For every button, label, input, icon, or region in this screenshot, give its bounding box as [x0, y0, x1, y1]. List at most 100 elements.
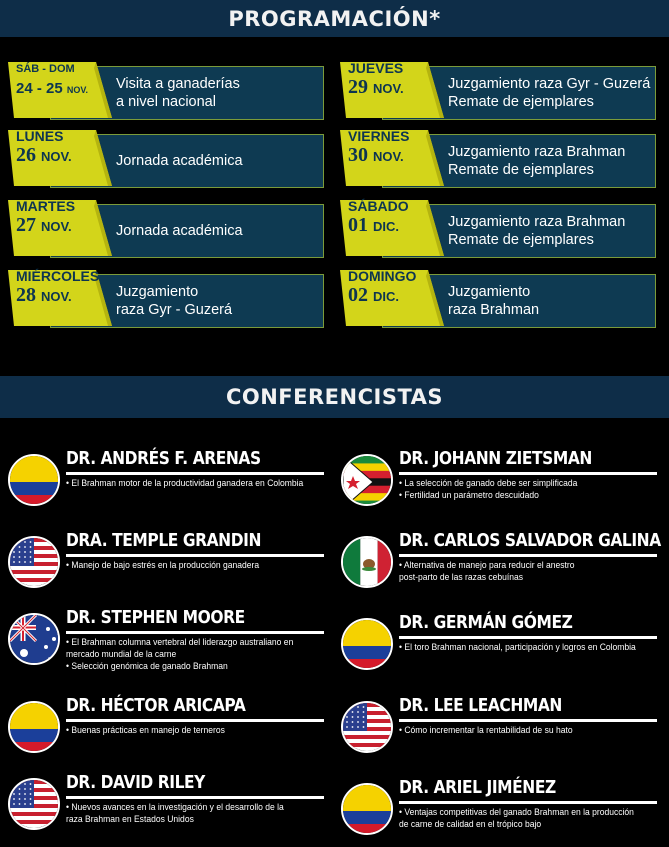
date-tag: MARTES 27 NOV.	[8, 196, 112, 256]
activity-line-1: Jornada académica	[116, 223, 243, 239]
speaker-name: DR. ANDRÉS F. ARENAS	[66, 448, 261, 469]
month-label: NOV.	[41, 149, 72, 164]
day-label: SÁBADO	[348, 198, 409, 214]
speaker-item: DR. ARIEL JIMÉNEZ • Ventajas competitivas…	[333, 777, 663, 847]
date-tag: DOMINGO 02 DIC.	[340, 266, 444, 326]
speaker-topics: • Nuevos avances en la investigación y e…	[66, 802, 302, 826]
speaker-item: DR. DAVID RILEY • Nuevos avances en la in…	[0, 772, 330, 842]
speaker-topics: • Alternativa de manejo para reducir el …	[399, 560, 635, 584]
schedule-item: DOMINGO 02 DIC. Juzgamiento raza Brahman	[340, 266, 660, 328]
schedule-item: SÁBADO 01 DIC. Juzgamiento raza Brahman Rem…	[340, 196, 660, 258]
activity-line-2: Remate de ejemplares	[448, 94, 594, 110]
speaker-topics: • El toro Brahman nacional, participació…	[399, 642, 636, 654]
speaker-item: DR. CARLOS SALVADOR GALINA • Alternativa …	[333, 530, 663, 600]
day-label: MIÉRCOLES	[16, 268, 100, 284]
date-tag: VIERNES 30 NOV.	[340, 126, 444, 186]
day-number-value: 30	[348, 144, 368, 166]
speaker-name: DRA. TEMPLE GRANDIN	[66, 530, 261, 551]
date-tag: LUNES 26 NOV.	[8, 126, 112, 186]
schedule-activity: Visita a ganaderías a nivel nacional	[116, 66, 324, 120]
speaker-topic: • El Brahman columna vertebral del lider…	[66, 637, 294, 648]
activity-line-1: Juzgamiento raza Brahman	[448, 144, 626, 160]
schedule-activity: Juzgamiento raza Gyr - Guzerá	[116, 274, 324, 328]
day-number-value: 01	[348, 214, 368, 236]
day-number: 26 NOV.	[16, 144, 72, 167]
month-label: DIC.	[373, 219, 399, 234]
divider	[399, 636, 657, 639]
day-label: MARTES	[16, 198, 76, 214]
colombia-flag-icon	[8, 701, 60, 753]
schedule-activity: Juzgamiento raza Brahman Remate de ejempl…	[448, 134, 656, 188]
schedule-item: MIÉRCOLES 28 NOV. Juzgamiento raza Gyr - Gu…	[8, 266, 328, 328]
speaker-name: DR. ARIEL JIMÉNEZ	[399, 777, 556, 798]
activity-line-2: raza Gyr - Guzerá	[116, 302, 233, 318]
schedule-activity: Juzgamiento raza Brahman	[448, 274, 656, 328]
day-number-value: 24 - 25	[16, 80, 63, 97]
day-label: DOMINGO	[348, 268, 417, 284]
speaker-topic: • Ventajas competitivas del ganado Brahm…	[399, 807, 634, 818]
schedule-item: MARTES 27 NOV. Jornada académica	[8, 196, 328, 258]
date-tag: SÁBADO 01 DIC.	[340, 196, 444, 256]
speaker-name: DR. HÉCTOR ARICAPA	[66, 695, 246, 716]
day-number: 28 NOV.	[16, 284, 72, 307]
activity-line-2: Remate de ejemplares	[448, 232, 594, 248]
date-tag: SÁB - DOM 24 - 25 NOV.	[8, 58, 112, 118]
divider	[66, 719, 324, 722]
speaker-name: DR. DAVID RILEY	[66, 772, 205, 793]
schedule-item: SÁB - DOM 24 - 25 NOV. Visita a ganaderías…	[8, 58, 328, 120]
day-number: 29 NOV.	[348, 76, 404, 99]
month-label: NOV.	[66, 85, 89, 95]
day-number: 27 NOV.	[16, 214, 72, 237]
divider	[66, 796, 324, 799]
month-label: NOV.	[373, 81, 404, 96]
date-tag: JUEVES 29 NOV.	[340, 58, 444, 118]
activity-line-1: Jornada académica	[116, 153, 243, 169]
day-number-value: 26	[16, 144, 36, 166]
speaker-name: DR. STEPHEN MOORE	[66, 607, 245, 628]
day-number: 01 DIC.	[348, 214, 399, 237]
divider	[399, 719, 657, 722]
speaker-name: DR. CARLOS SALVADOR GALINA	[399, 530, 661, 551]
day-number: 30 NOV.	[348, 144, 404, 167]
speaker-topic: post-parto de las razas cebuínas	[399, 572, 524, 583]
conferencistas-header: CONFERENCISTAS	[0, 376, 669, 418]
activity-line-2: Remate de ejemplares	[448, 162, 594, 178]
speaker-item: DRA. TEMPLE GRANDIN • Manejo de bajo estr…	[0, 530, 330, 600]
day-label: VIERNES	[348, 128, 410, 144]
colombia-flag-icon	[341, 618, 393, 670]
divider	[399, 554, 657, 557]
speaker-topics: • Manejo de bajo estrés en la producción…	[66, 560, 302, 572]
schedule-item: VIERNES 30 NOV. Juzgamiento raza Brahman Re…	[340, 126, 660, 188]
programacion-header: PROGRAMACIÓN*	[0, 0, 669, 37]
day-label: SÁB - DOM	[16, 63, 75, 75]
day-number: 24 - 25 NOV.	[16, 80, 88, 97]
speaker-topics: • Ventajas competitivas del ganado Brahm…	[399, 807, 635, 831]
day-label: JUEVES	[348, 60, 404, 76]
speaker-item: DR. LEE LEACHMAN • Cómo incrementar la re…	[333, 695, 663, 765]
month-label: NOV.	[373, 149, 404, 164]
activity-line-1: Visita a ganaderías	[116, 76, 240, 92]
speaker-item: DR. ANDRÉS F. ARENAS • El Brahman motor d…	[0, 448, 330, 518]
speaker-topic: • Selección genómica de ganado Brahman	[66, 661, 228, 672]
divider	[66, 554, 324, 557]
speaker-name: DR. JOHANN ZIETSMAN	[399, 448, 592, 469]
activity-line-1: Juzgamiento raza Gyr - Guzerá	[448, 76, 651, 92]
speaker-topic: • Nuevos avances en la investigación y e…	[66, 802, 284, 813]
speaker-topic: • La selección de ganado debe ser simpli…	[399, 478, 578, 489]
month-label: NOV.	[41, 219, 72, 234]
speaker-name: DR. LEE LEACHMAN	[399, 695, 562, 716]
month-label: NOV.	[41, 289, 72, 304]
colombia-flag-icon	[8, 454, 60, 506]
day-number-value: 28	[16, 284, 36, 306]
speaker-topic: • Alternativa de manejo para reducir el …	[399, 560, 575, 571]
day-number-value: 02	[348, 284, 368, 306]
speaker-topics: • El Brahman motor de la productividad g…	[66, 478, 303, 490]
speaker-topic: de carne de calidad en el trópico bajo	[399, 819, 542, 830]
speaker-topics: • La selección de ganado debe ser simpli…	[399, 478, 635, 502]
speaker-topic: • Cómo incrementar la rentabilidad de su…	[399, 725, 573, 736]
schedule-activity: Juzgamiento raza Gyr - Guzerá Remate de e…	[448, 66, 656, 120]
divider	[399, 472, 657, 475]
speaker-topics: • El Brahman columna vertebral del lider…	[66, 637, 302, 673]
speaker-topic: raza Brahman en Estados Unidos	[66, 814, 194, 825]
day-label: LUNES	[16, 128, 64, 144]
